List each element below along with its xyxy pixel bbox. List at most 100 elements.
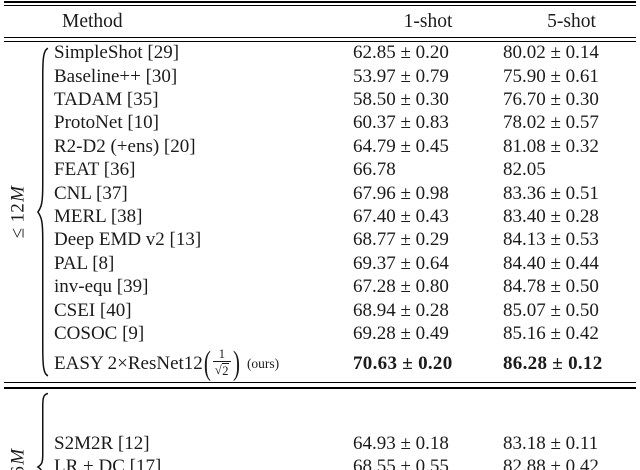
five-shot-value: 84.78 ± 0.50 xyxy=(503,276,599,298)
five-shot-value: 85.16 ± 0.42 xyxy=(503,322,599,344)
one-shot-value: 69.37 ± 0.64 xyxy=(353,252,449,274)
method-cell: COSOC [9] xyxy=(53,323,353,345)
table-row: LR + DC [17] 68.55 ± 0.55 82.88 ± 0.42 xyxy=(53,456,640,470)
table-body: ≤ 12M SimpleShot [29] 62.85 ± 0.20 80.02 ± … xyxy=(0,42,640,470)
five-shot-value: 85.07 ± 0.50 xyxy=(503,299,599,321)
method-name: MERL [38] xyxy=(54,206,143,228)
table-row: TADAM [35] 58.50 ± 0.30 76.70 ± 0.30 xyxy=(53,88,640,111)
method-cell: ProtoNet [10] xyxy=(53,112,353,134)
one-shot-value: 58.50 ± 0.30 xyxy=(353,89,449,111)
radical-icon: √ xyxy=(214,363,222,378)
five-shot-value: 82.05 xyxy=(503,159,546,181)
five-shot-value: 76.70 ± 0.30 xyxy=(503,89,599,111)
rule-header xyxy=(4,37,636,42)
label-prefix: 36 xyxy=(7,466,28,470)
method-cell: CNL [37] xyxy=(53,183,353,205)
five-shot-value: 78.02 ± 0.57 xyxy=(503,112,599,134)
method-cell: LR + DC [17] xyxy=(53,456,353,470)
table-row: EASY 2×ResNet12(1 √ 2) (ours) 70.63 ± 0.20 86… xyxy=(53,343,640,383)
one-shot-value: 60.37 ± 0.83 xyxy=(353,112,449,134)
table-row: CNL [37] 67.96 ± 0.98 83.36 ± 0.51 xyxy=(53,182,640,205)
five-shot-value: 83.18 ± 0.11 xyxy=(503,432,599,454)
label-prefix: ≤ 12 xyxy=(7,202,28,238)
five-shot-value: 81.08 ± 0.32 xyxy=(503,135,599,157)
method-name: ProtoNet [10] xyxy=(54,112,160,134)
method-name: TADAM [35] xyxy=(54,89,159,111)
five-shot-value: 84.40 ± 0.44 xyxy=(503,252,599,274)
method-name: PAL [8] xyxy=(54,252,115,274)
one-shot-value: 67.96 ± 0.98 xyxy=(353,182,449,204)
group-param-label-text: ≤ 12M xyxy=(7,185,29,238)
one-shot-value: 53.97 ± 0.79 xyxy=(353,65,449,87)
one-shot-value: 67.40 ± 0.43 xyxy=(353,206,449,228)
method-name: CSEI [40] xyxy=(54,299,132,321)
method-cell: SimpleShot [29] xyxy=(53,42,353,64)
five-shot-value: 83.40 ± 0.28 xyxy=(503,206,599,228)
method-name: R2-D2 (+ens) [20] xyxy=(54,135,196,157)
method-cell: TADAM [35] xyxy=(53,89,353,111)
five-shot-value: 83.36 ± 0.51 xyxy=(503,182,599,204)
method-cell: R2-D2 (+ens) [20] xyxy=(53,136,353,158)
table-row: Baseline++ [30] 53.97 ± 0.79 75.90 ± 0.61 xyxy=(53,65,640,88)
method-cell: Deep EMD v2 [13] xyxy=(53,229,353,251)
table-row: S2M2R [12] 64.93 ± 0.18 83.18 ± 0.11 xyxy=(53,432,640,455)
method-name: inv-equ [39] xyxy=(54,276,149,298)
method-name: FEAT [36] xyxy=(54,159,136,181)
method-name: Baseline++ [30] xyxy=(54,65,178,87)
rule-top xyxy=(4,1,636,6)
five-shot-value: 82.88 ± 0.42 xyxy=(503,456,599,470)
one-shot-value: 68.55 ± 0.55 xyxy=(353,456,449,470)
group-brace-icon xyxy=(36,45,51,379)
method-group: ≤ 12M SimpleShot [29] 62.85 ± 0.20 80.02 ± … xyxy=(0,42,640,382)
group-brace-icon xyxy=(36,392,51,470)
method-cell: S2M2R [12] xyxy=(53,433,353,455)
table-row: FEAT [36] 66.78 82.05 xyxy=(53,159,640,182)
five-shot-value: 84.13 ± 0.53 xyxy=(503,229,599,251)
fraction: 1 √ 2 xyxy=(212,346,231,379)
rule-separator xyxy=(4,381,636,390)
label-italic: M xyxy=(7,185,28,202)
label-italic: M xyxy=(7,448,28,466)
group-rows: S2M2R [12] 64.93 ± 0.18 83.18 ± 0.11 LR + D… xyxy=(53,389,640,470)
method-name: LR + DC [17] xyxy=(54,456,162,470)
one-shot-value: 68.77 ± 0.29 xyxy=(353,229,449,251)
one-shot-value: 70.63 ± 0.20 xyxy=(353,352,453,374)
radicand: 2 xyxy=(221,363,229,379)
header-1-shot: 1-shot xyxy=(403,10,453,32)
paren-close-icon: ) xyxy=(232,343,240,383)
method-name: EASY 2×ResNet12 xyxy=(54,352,203,374)
paren-open-icon: ( xyxy=(203,343,211,383)
one-shot-value: 67.28 ± 0.80 xyxy=(353,276,449,298)
table-row: PAL [8] 69.37 ± 0.64 84.40 ± 0.44 xyxy=(53,252,640,275)
header-5-shot: 5-shot xyxy=(547,10,596,32)
one-shot-value: 68.94 ± 0.28 xyxy=(353,299,449,321)
group-brace xyxy=(36,389,53,470)
method-group: 36M S2M2R [12] 64.93 ± 0.18 83.18 ± 0.11 LR … xyxy=(0,389,640,470)
table-row: ProtoNet [10] 60.37 ± 0.83 78.02 ± 0.57 xyxy=(53,112,640,135)
method-name: COSOC [9] xyxy=(54,322,145,344)
one-shot-value: 64.93 ± 0.18 xyxy=(353,432,449,454)
one-shot-value: 69.28 ± 0.49 xyxy=(353,322,449,344)
five-shot-value: 86.28 ± 0.12 xyxy=(503,352,603,374)
table-row: COSOC [9] 69.28 ± 0.49 85.16 ± 0.42 xyxy=(53,322,640,345)
method-cell: MERL [38] xyxy=(53,206,353,228)
table-row: Deep EMD v2 [13] 68.77 ± 0.29 84.13 ± 0.53 xyxy=(53,229,640,252)
group-param-label-text: 36M xyxy=(7,449,29,470)
table-header-row: Method 1-shot 5-shot xyxy=(0,6,640,37)
method-name: S2M2R [12] xyxy=(54,432,150,454)
method-cell: PAL [8] xyxy=(53,253,353,275)
header-method: Method xyxy=(62,10,123,32)
fraction-denominator: √ 2 xyxy=(212,360,231,379)
five-shot-value: 75.90 ± 0.61 xyxy=(503,65,599,87)
table-row: R2-D2 (+ens) [20] 64.79 ± 0.45 81.08 ± 0.3… xyxy=(53,135,640,158)
fraction-numerator: 1 xyxy=(218,346,225,361)
method-name: CNL [37] xyxy=(54,182,128,204)
method-name: Deep EMD v2 [13] xyxy=(54,229,202,251)
one-shot-value: 64.79 ± 0.45 xyxy=(353,135,449,157)
table-row: CSEI [40] 68.94 ± 0.28 85.07 ± 0.50 xyxy=(53,299,640,322)
table-row: SimpleShot [29] 62.85 ± 0.20 80.02 ± 0.14 xyxy=(53,42,640,65)
method-cell: FEAT [36] xyxy=(53,159,353,181)
method-name: SimpleShot [29] xyxy=(54,42,180,64)
group-param-label: 36M xyxy=(0,389,36,470)
